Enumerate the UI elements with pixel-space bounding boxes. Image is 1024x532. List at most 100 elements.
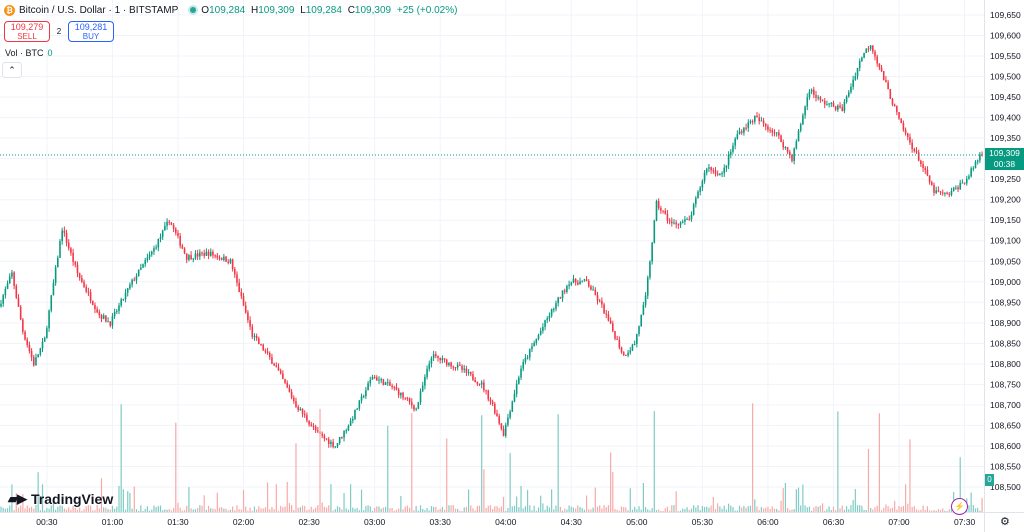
x-tick-label: 07:30 [954, 517, 976, 527]
volume-bar [247, 510, 249, 512]
candle-body [939, 191, 942, 193]
candle-body [974, 161, 977, 169]
volume-bar [65, 509, 68, 512]
flash-icon[interactable]: ⚡ [951, 498, 968, 515]
volume-bar [94, 510, 96, 512]
volume-bar [638, 506, 640, 512]
candle-body [218, 257, 221, 259]
volume-bar [806, 507, 808, 512]
volume-bar [138, 510, 140, 512]
volume-bar [179, 507, 181, 512]
volume-bar [22, 494, 24, 512]
volume-bar [946, 510, 948, 512]
volume-bar [334, 509, 336, 512]
candle-body [378, 379, 380, 381]
candle-body [238, 282, 240, 293]
volume-bar [398, 508, 400, 512]
candle-body [834, 106, 837, 110]
volume-bar [435, 506, 437, 512]
x-tick-label: 06:30 [823, 517, 845, 527]
candle-body [365, 390, 367, 397]
volume-bar [612, 472, 614, 512]
volume-bar [284, 506, 286, 512]
candle-body [76, 264, 79, 274]
volume-bar [419, 505, 422, 512]
volume-bar [461, 510, 463, 512]
gear-icon[interactable]: ⚙ [1000, 516, 1010, 528]
volume-bar [631, 509, 634, 512]
volume-bar [856, 505, 859, 512]
volume-bar [356, 507, 358, 512]
buy-button[interactable]: 109,281 BUY [68, 21, 114, 42]
volume-tag: 0 [985, 474, 994, 486]
tradingview-logo[interactable]: ▰▶ TradingView [8, 491, 113, 507]
volume-bar [902, 506, 905, 512]
volume-bar [282, 507, 284, 512]
candle-body [410, 402, 413, 406]
candle-body [841, 107, 844, 112]
volume-bar [144, 509, 146, 512]
candle-body [909, 137, 911, 143]
volume-bar [706, 506, 708, 512]
candle-body [175, 228, 177, 233]
candle-body [96, 309, 98, 313]
candle-body [620, 347, 623, 353]
volume-bar [389, 508, 391, 512]
volume-bar [815, 506, 817, 512]
volume-bar [765, 507, 767, 512]
candle-body [448, 362, 450, 366]
volume-bar [369, 506, 371, 512]
volume-bar [166, 509, 168, 512]
candle-body [102, 315, 105, 319]
candle-body [705, 168, 708, 173]
volume-bar [162, 510, 164, 512]
volume-bar [492, 509, 494, 512]
volume-bar [723, 505, 725, 512]
volume-bar [695, 507, 697, 512]
volume-bar [535, 510, 537, 512]
candle-body [216, 255, 219, 258]
volume-bar [223, 508, 225, 512]
candle-body [233, 269, 236, 275]
candle-body [863, 53, 865, 58]
candle-body [404, 397, 407, 399]
candle-body [424, 376, 426, 386]
candle-body [11, 272, 13, 277]
candle-body [500, 423, 503, 429]
volume-bar [601, 508, 603, 512]
volume-bar [616, 509, 618, 512]
candle-body [205, 251, 208, 256]
volume-bar [280, 505, 282, 512]
candle-body [869, 45, 872, 49]
candle-body [236, 274, 238, 283]
volume-bar [760, 507, 762, 512]
volume-bar [11, 484, 13, 512]
candle-body [469, 371, 472, 375]
volume-bar [148, 510, 151, 512]
collapse-legend-button[interactable]: ⌃ [2, 62, 22, 78]
candle-body [872, 45, 874, 52]
candle-body [247, 312, 249, 321]
volume-bar [26, 505, 28, 512]
volume-bar [459, 510, 461, 512]
candle-body [63, 230, 66, 233]
volume-bar [332, 510, 334, 512]
candle-body [633, 343, 636, 345]
volume-bar [896, 509, 898, 512]
volume-bar [371, 510, 374, 512]
candle-body [681, 221, 684, 223]
candle-body [395, 387, 398, 390]
sell-button[interactable]: 109,279 SELL [4, 21, 50, 42]
candle-body [677, 224, 680, 226]
candle-body [587, 281, 590, 287]
volume-bar [153, 505, 155, 512]
y-tick-label: 108,600 [990, 441, 1021, 451]
candle-body [214, 255, 216, 257]
volume-bar [299, 507, 301, 512]
candle-body [367, 383, 369, 391]
volume-bar [57, 506, 59, 512]
candle-body [732, 145, 734, 152]
symbol-title[interactable]: Bitcoin / U.S. Dollar · 1 · BITSTAMP [19, 4, 179, 16]
volume-bar [773, 508, 776, 512]
